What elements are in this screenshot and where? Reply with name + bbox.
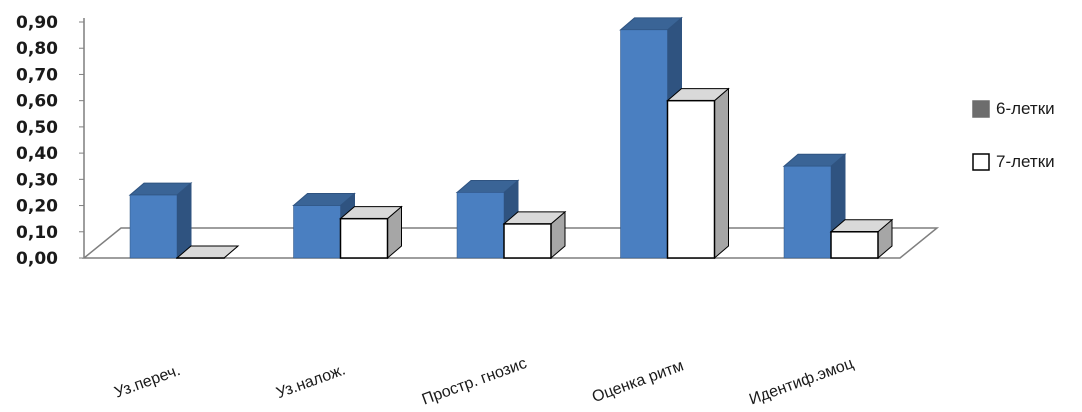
x-axis: Уз.переч. Уз.налож. Простр. гнозис Оценка р… bbox=[112, 355, 856, 409]
y-tick-label: 0,30 bbox=[16, 170, 58, 190]
y-tick-label: 0,60 bbox=[16, 92, 58, 112]
bar-front bbox=[129, 194, 178, 259]
bars bbox=[128, 16, 894, 260]
y-tick-label: 0,00 bbox=[16, 249, 58, 269]
bar-series2-3 bbox=[666, 87, 730, 260]
bar-side bbox=[176, 181, 192, 260]
bar-front bbox=[456, 192, 505, 259]
y-tick-label: 0,20 bbox=[16, 197, 58, 217]
bar-series2-4 bbox=[829, 218, 894, 260]
bar-series2-2 bbox=[502, 210, 567, 260]
bar-front bbox=[293, 205, 341, 259]
bar-front bbox=[503, 223, 552, 259]
legend-label-series1: 6-летки bbox=[996, 99, 1055, 118]
y-tick-label: 0,80 bbox=[16, 39, 58, 59]
bar-front bbox=[830, 231, 879, 259]
legend: 6-летки 7-летки bbox=[972, 99, 1055, 171]
y-axis: 0,00 0,10 0,20 0,30 0,40 0,50 0,60 0,70 0,80 0,90 bbox=[16, 13, 84, 269]
x-tick-label: Уз.переч. bbox=[112, 362, 182, 401]
bar-series2-1 bbox=[339, 205, 403, 260]
y-tick-label: 0,40 bbox=[16, 144, 58, 164]
x-tick-label: Оценка ритм bbox=[590, 357, 686, 406]
bar-front bbox=[783, 165, 832, 259]
legend-label-series2: 7-летки bbox=[996, 152, 1055, 171]
bar-side bbox=[714, 87, 729, 260]
bar-series1-0 bbox=[128, 181, 193, 260]
y-tick-label: 0,10 bbox=[16, 223, 58, 243]
bar-series1-3 bbox=[619, 16, 683, 260]
legend-swatch-series1 bbox=[972, 100, 990, 118]
x-tick-label: Простр. гнозис bbox=[420, 355, 529, 409]
bar-front bbox=[620, 29, 668, 259]
bar-series2-0 bbox=[175, 245, 240, 259]
bar-front bbox=[666, 99, 716, 259]
y-tick-label: 0,90 bbox=[16, 13, 58, 33]
y-tick-label: 0,70 bbox=[16, 65, 58, 85]
legend-swatch-series2 bbox=[972, 153, 990, 171]
y-tick-label: 0,50 bbox=[16, 118, 58, 138]
x-tick-label: Уз.налож. bbox=[274, 361, 348, 402]
x-tick-label: Идентиф.эмоц bbox=[747, 355, 856, 408]
bar-front bbox=[339, 217, 389, 259]
